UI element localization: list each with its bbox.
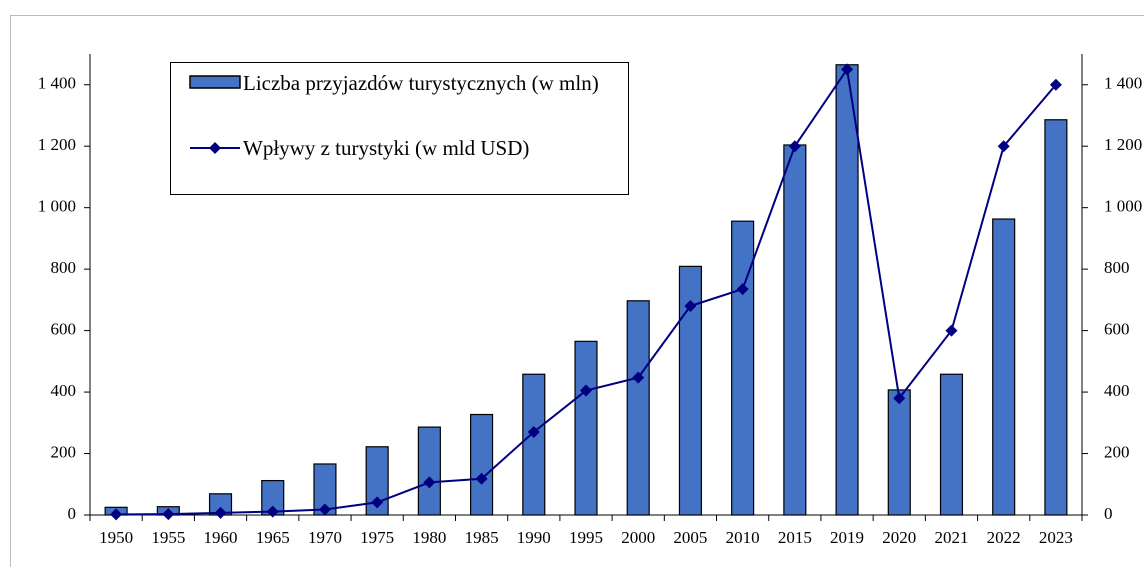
marker [1049,78,1062,91]
x-tick-label: 2005 [673,528,707,547]
marker [318,503,331,516]
legend-box [170,62,629,195]
legend-label: Wpływy z turystyki (w mld USD) [243,136,530,160]
y2-tick-label: 800 [1104,258,1130,277]
legend-swatch [189,75,241,89]
x-tick-label: 2021 [934,528,968,547]
bar [678,265,702,516]
x-tick-label: 1960 [204,528,238,547]
marker [945,324,958,337]
y-tick-label: 1 000 [38,197,76,216]
bar [887,389,911,516]
bar [365,446,389,516]
marker [475,472,488,485]
marker [110,508,123,521]
y2-tick-label: 400 [1104,381,1130,400]
bar [835,64,859,516]
x-tick-label: 1995 [569,528,603,547]
y2-tick-label: 1 000 [1104,197,1142,216]
bar [626,300,650,516]
y-tick-label: 1 200 [38,135,76,154]
bar [574,340,598,516]
legend-swatch [209,142,221,154]
marker [527,426,540,439]
x-tick-label: 2019 [830,528,864,547]
x-tick-label: 2000 [621,528,655,547]
y-tick-label: 800 [51,258,77,277]
x-tick-label: 1970 [308,528,342,547]
marker [266,505,279,518]
x-tick-label: 2020 [882,528,916,547]
x-tick-label: 2023 [1039,528,1073,547]
bar [992,218,1016,516]
bar [731,220,755,516]
marker [684,300,697,313]
marker [997,140,1010,153]
marker [423,476,436,489]
bar [470,413,494,516]
y2-tick-label: 1 400 [1104,74,1142,93]
y2-tick-label: 1 200 [1104,135,1142,154]
marker [736,283,749,296]
marker [580,384,592,397]
y-tick-label: 200 [51,442,77,461]
x-tick-label: 2022 [987,528,1021,547]
marker [371,496,384,509]
y2-tick-label: 0 [1104,504,1113,523]
y-tick-label: 600 [51,320,77,339]
x-tick-label: 1955 [151,528,185,547]
y2-tick-label: 600 [1104,320,1130,339]
x-tick-label: 1950 [99,528,133,547]
marker [214,506,227,519]
x-tick-label: 1975 [360,528,394,547]
bar [783,144,807,516]
x-tick-label: 2015 [778,528,812,547]
x-tick-label: 1980 [412,528,446,547]
y-tick-label: 0 [68,504,77,523]
bar [522,373,546,516]
y2-tick-label: 200 [1104,442,1130,461]
x-tick-label: 1985 [465,528,499,547]
marker [893,392,906,405]
y-tick-label: 1 400 [38,74,76,93]
x-tick-label: 1990 [517,528,551,547]
bar [939,373,964,516]
marker [632,371,645,384]
bar [417,426,441,516]
x-tick-label: 1965 [256,528,290,547]
y-tick-label: 400 [51,381,77,400]
x-tick-label: 2010 [726,528,760,547]
bar [1044,119,1068,516]
legend-label: Liczba przyjazdów turystycznych (w mln) [243,71,599,95]
chart-border [10,15,1144,567]
marker [162,508,175,521]
marker [788,140,801,153]
marker [841,63,854,76]
